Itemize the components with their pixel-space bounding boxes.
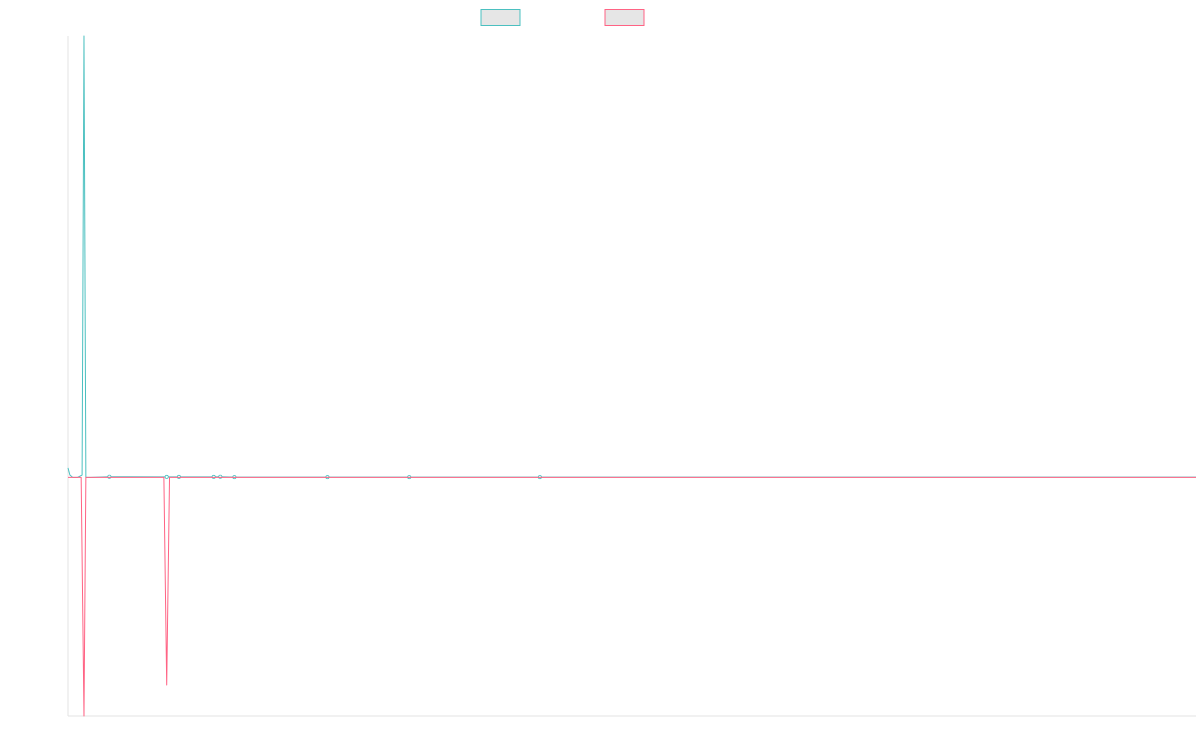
series-1	[67, 35, 1196, 480]
series-line-2	[68, 476, 1196, 717]
series-line-1	[67, 35, 1196, 478]
data-point-1-2[interactable]	[164, 474, 169, 479]
legend[interactable]	[480, 9, 645, 26]
chart-axes	[67, 36, 1196, 717]
legend-swatch-series-1[interactable]	[480, 9, 521, 26]
series-layer	[67, 35, 1196, 717]
legend-swatch-series-2[interactable]	[604, 9, 645, 26]
series-2	[68, 476, 1196, 717]
